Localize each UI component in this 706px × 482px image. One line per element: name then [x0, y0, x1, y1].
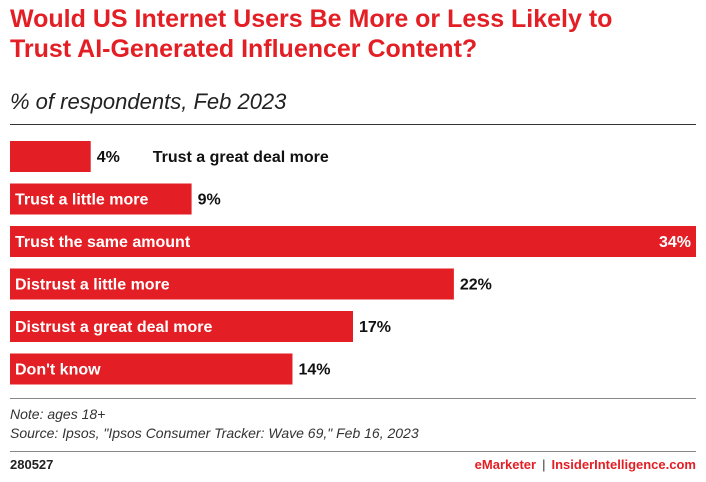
value-label-3: 22% — [460, 277, 492, 294]
bar-3 — [10, 268, 454, 300]
footer-divider — [10, 451, 696, 452]
brand-separator: | — [542, 457, 546, 472]
chart-note: Note: ages 18+ — [10, 406, 106, 422]
chart-title: Would US Internet Users Be More or Less … — [10, 4, 700, 64]
value-label-5: 14% — [298, 362, 330, 379]
category-label-4: Distrust a great deal more — [15, 319, 213, 336]
top-divider — [10, 124, 696, 125]
category-label-3: Distrust a little more — [15, 277, 170, 294]
bar-0 — [10, 141, 91, 172]
chart-id: 280527 — [10, 457, 54, 472]
chart-source: Source: Ipsos, "Ipsos Consumer Tracker: … — [10, 425, 419, 441]
chart-title-line-2: Trust AI-Generated Influencer Content? — [10, 35, 478, 63]
brand-insider-intelligence: InsiderIntelligence.com — [551, 457, 697, 472]
bar-5 — [10, 353, 293, 385]
chart-subtitle: % of respondents, Feb 2023 — [10, 89, 287, 114]
category-label-2: Trust the same amount — [15, 234, 191, 251]
bar-chart: Trust a great deal more 4% Trust a little … — [10, 141, 696, 385]
value-label-4: 17% — [359, 319, 391, 336]
bar-1 — [10, 183, 192, 215]
chart-title-line-1: Would US Internet Users Be More or Less … — [10, 5, 613, 33]
brand-emarketer: eMarketer — [474, 457, 537, 472]
category-label-1: Trust a little more — [15, 192, 148, 209]
value-label-1: 9% — [198, 192, 221, 209]
value-label-2: 34% — [659, 234, 691, 251]
value-label-0: 4% — [97, 149, 120, 166]
bar-4 — [10, 311, 353, 342]
brand-footer: eMarketer | InsiderIntelligence.com — [475, 457, 696, 472]
category-label-5: Don't know — [15, 362, 101, 379]
bar-2 — [10, 226, 696, 257]
category-label-0: Trust a great deal more — [153, 149, 329, 166]
bottom-divider — [10, 398, 696, 399]
